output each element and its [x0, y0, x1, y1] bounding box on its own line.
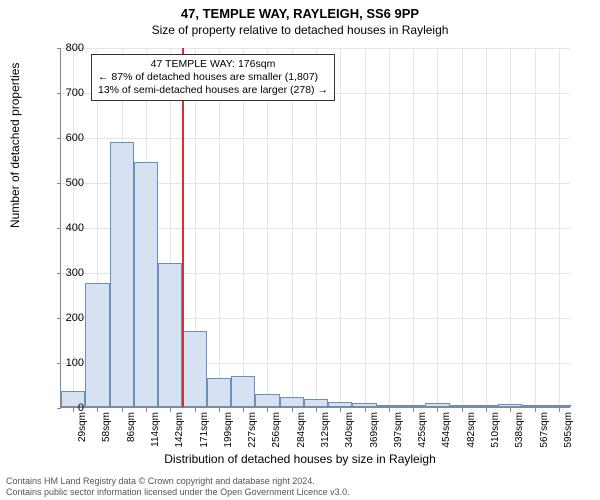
xtick-mark	[292, 408, 293, 412]
histogram-bar	[182, 331, 206, 408]
ytick-label: 100	[44, 357, 84, 369]
histogram-bar	[474, 405, 498, 407]
histogram-bar	[207, 378, 231, 407]
xtick-label: 142sqm	[174, 412, 185, 448]
xtick-mark	[122, 408, 123, 412]
xtick-label: 369sqm	[369, 412, 380, 448]
histogram-bar	[134, 162, 158, 407]
ytick-label: 700	[44, 87, 84, 99]
xtick-mark	[486, 408, 487, 412]
xtick-mark	[365, 408, 366, 412]
ytick-label: 800	[44, 42, 84, 54]
xtick-label: 340sqm	[344, 412, 355, 448]
histogram-bar	[280, 397, 304, 407]
gridline	[486, 48, 487, 407]
xtick-mark	[437, 408, 438, 412]
ytick-label: 400	[44, 222, 84, 234]
gridline	[340, 48, 341, 407]
xtick-label: 482sqm	[466, 412, 477, 448]
xtick-label: 284sqm	[296, 412, 307, 448]
gridline	[243, 48, 244, 407]
ytick-label: 200	[44, 312, 84, 324]
gridline	[462, 48, 463, 407]
gridline	[535, 48, 536, 407]
annotation-line: 47 TEMPLE WAY: 176sqm	[98, 58, 328, 71]
annotation-line: 13% of semi-detached houses are larger (…	[98, 84, 328, 97]
xtick-label: 454sqm	[441, 412, 452, 448]
histogram-bar	[255, 394, 279, 408]
xtick-label: 29sqm	[77, 412, 88, 442]
xtick-label: 425sqm	[417, 412, 428, 448]
xtick-mark	[195, 408, 196, 412]
xtick-mark	[559, 408, 560, 412]
histogram-bar	[352, 403, 376, 408]
ytick-label: 300	[44, 267, 84, 279]
xtick-mark	[462, 408, 463, 412]
xtick-label: 199sqm	[223, 412, 234, 448]
xtick-label: 58sqm	[101, 412, 112, 442]
xtick-mark	[170, 408, 171, 412]
gridline	[316, 48, 317, 407]
annotation-box: 47 TEMPLE WAY: 176sqm← 87% of detached h…	[91, 54, 335, 101]
histogram-bar	[522, 405, 546, 407]
ytick-label: 500	[44, 177, 84, 189]
gridline	[365, 48, 366, 407]
attribution-text: Contains HM Land Registry data © Crown c…	[6, 476, 350, 498]
y-axis-label: Number of detached properties	[8, 63, 22, 228]
xtick-label: 397sqm	[393, 412, 404, 448]
xtick-mark	[146, 408, 147, 412]
x-axis-label: Distribution of detached houses by size …	[0, 452, 600, 466]
attribution-line: Contains HM Land Registry data © Crown c…	[6, 476, 350, 487]
gridline	[510, 48, 511, 407]
xtick-label: 538sqm	[514, 412, 525, 448]
reference-line	[182, 48, 184, 407]
gridline	[389, 48, 390, 407]
histogram-bar	[304, 399, 328, 407]
gridline	[219, 48, 220, 407]
histogram-bar	[450, 405, 474, 407]
xtick-mark	[340, 408, 341, 412]
xtick-mark	[413, 408, 414, 412]
xtick-mark	[243, 408, 244, 412]
histogram-bar	[158, 263, 182, 407]
xtick-mark	[267, 408, 268, 412]
xtick-mark	[510, 408, 511, 412]
xtick-label: 256sqm	[271, 412, 282, 448]
histogram-bar	[401, 405, 425, 407]
gridline	[267, 48, 268, 407]
xtick-label: 227sqm	[247, 412, 258, 448]
xtick-mark	[389, 408, 390, 412]
attribution-line: Contains public sector information licen…	[6, 487, 350, 498]
xtick-label: 595sqm	[563, 412, 574, 448]
histogram-chart: 29sqm58sqm86sqm114sqm142sqm171sqm199sqm2…	[60, 48, 570, 408]
xtick-label: 510sqm	[490, 412, 501, 448]
ytick-label: 0	[44, 402, 84, 414]
histogram-bar	[498, 404, 522, 407]
histogram-bar	[377, 405, 401, 407]
histogram-bar	[425, 403, 449, 407]
plot-area: 29sqm58sqm86sqm114sqm142sqm171sqm199sqm2…	[60, 48, 570, 408]
gridline	[437, 48, 438, 407]
ytick-label: 600	[44, 132, 84, 144]
xtick-mark	[97, 408, 98, 412]
gridline	[292, 48, 293, 407]
gridline	[413, 48, 414, 407]
histogram-bar	[110, 142, 134, 408]
xtick-mark	[219, 408, 220, 412]
xtick-mark	[316, 408, 317, 412]
xtick-mark	[535, 408, 536, 412]
gridline	[559, 48, 560, 407]
page-title: 47, TEMPLE WAY, RAYLEIGH, SS6 9PP	[0, 0, 600, 21]
xtick-label: 171sqm	[199, 412, 210, 448]
xtick-label: 86sqm	[126, 412, 137, 442]
xtick-label: 114sqm	[150, 412, 161, 447]
xtick-label: 312sqm	[320, 412, 331, 448]
page-subtitle: Size of property relative to detached ho…	[0, 21, 600, 37]
annotation-line: ← 87% of detached houses are smaller (1,…	[98, 71, 328, 84]
histogram-bar	[328, 402, 352, 407]
xtick-label: 567sqm	[539, 412, 550, 448]
histogram-bar	[231, 376, 255, 408]
histogram-bar	[85, 283, 109, 407]
histogram-bar	[547, 405, 571, 407]
